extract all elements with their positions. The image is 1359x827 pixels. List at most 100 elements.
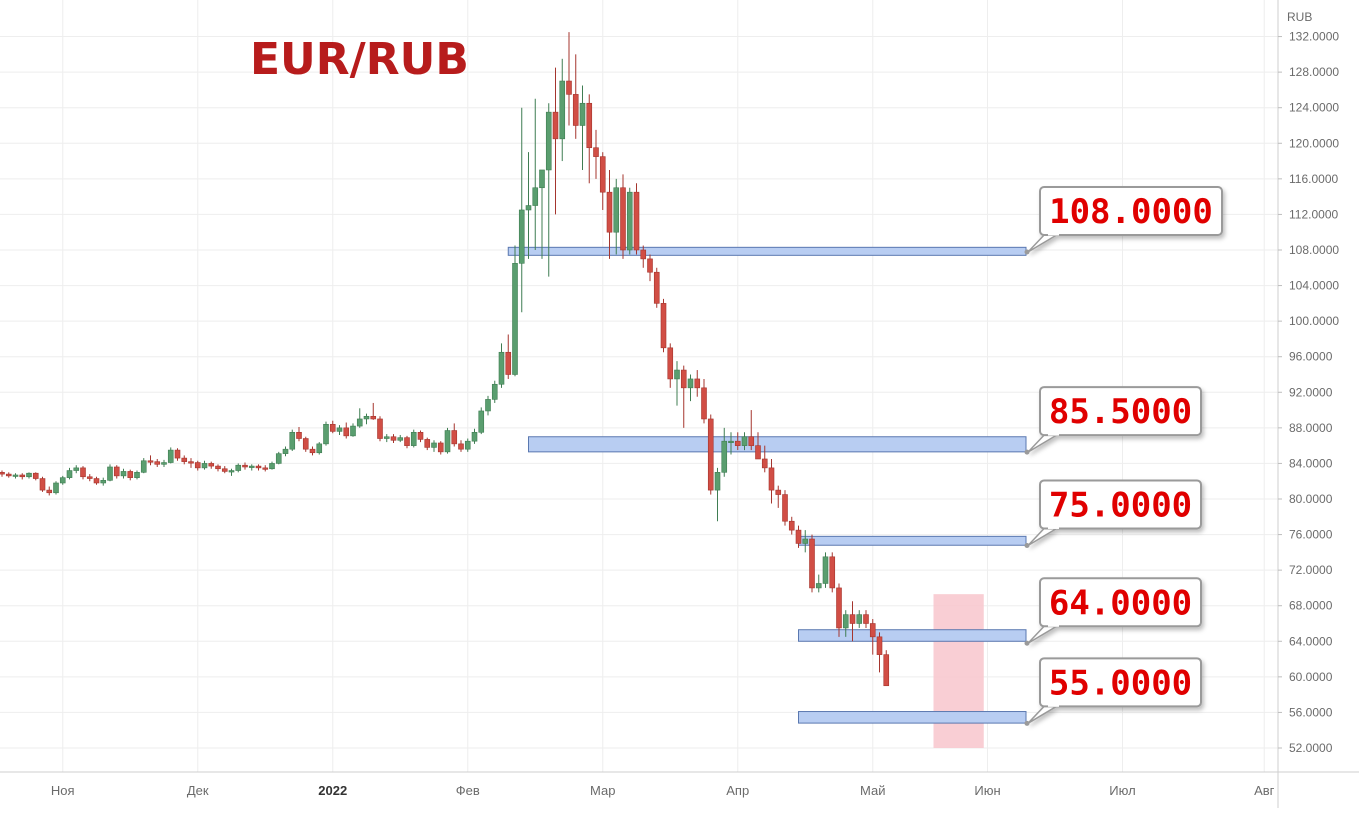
candle-body-down — [755, 445, 761, 460]
candle-body-down — [188, 461, 194, 464]
candle-body-down — [599, 156, 606, 193]
candle-body-down — [775, 489, 782, 495]
level-callouts: 108.0000 85.5000 75.0000 64.0000 55.0000 — [1024, 185, 1223, 726]
candle-body-down — [255, 465, 262, 469]
candle-body-up — [518, 209, 525, 264]
candle-body-up — [842, 614, 849, 629]
price-tick-label[interactable]: 128.0000 — [1289, 65, 1339, 79]
candle-body-down — [876, 636, 883, 655]
candle-body-down — [19, 474, 26, 478]
callout-anchor-dot — [1024, 249, 1030, 255]
candle-body-up — [741, 436, 748, 446]
time-axis-labels[interactable]: Ноя Дек 2022 Фев Мар Апр Май Июн Июл Авг — [51, 783, 1275, 798]
candle-body-up — [856, 614, 863, 624]
candle-body-down — [505, 351, 512, 375]
time-tick-label[interactable]: Ноя — [51, 783, 75, 798]
candle-body-down — [343, 427, 350, 437]
price-tick-label[interactable]: 76.0000 — [1289, 528, 1333, 542]
candle-body-up — [73, 467, 80, 471]
chart-title: EUR/RUB — [250, 34, 469, 85]
candle-body-up — [478, 410, 485, 433]
time-tick-label[interactable]: Дек — [187, 783, 209, 798]
candle-body-up — [485, 399, 491, 412]
price-tick-label[interactable]: 132.0000 — [1289, 30, 1339, 44]
candle-body-up — [444, 430, 451, 453]
candle-body-down — [566, 80, 572, 95]
price-tick-label[interactable]: 96.0000 — [1289, 350, 1333, 364]
candle-body-down — [437, 442, 444, 453]
candle-body-down — [5, 473, 12, 477]
candle-body-down — [181, 457, 188, 462]
callout-anchor-dot — [1024, 542, 1030, 548]
candle-body-down — [647, 258, 653, 273]
candle-body-up — [687, 378, 694, 389]
time-tick-label[interactable]: Июл — [1109, 783, 1135, 798]
price-axis-labels[interactable]: 52.0000 56.0000 60.0000 64.0000 68.0000 72.00… — [1278, 30, 1339, 755]
candle-body-down — [390, 436, 397, 441]
candle-body-up — [228, 470, 235, 473]
candle-body-down — [633, 191, 640, 251]
candle-body-up — [802, 538, 809, 544]
time-tick-label[interactable]: Май — [860, 783, 885, 798]
price-tick-label[interactable]: 80.0000 — [1289, 492, 1333, 506]
price-tick-label[interactable]: 68.0000 — [1289, 599, 1333, 613]
level-callout: 75.0000 — [1027, 479, 1202, 547]
candle-body-down — [208, 463, 215, 467]
candle-body-up — [721, 440, 728, 473]
grid — [0, 0, 1278, 772]
candle-body-down — [768, 467, 775, 491]
candle-body-up — [539, 169, 545, 189]
price-tick-label[interactable]: 64.0000 — [1289, 634, 1333, 648]
callout-box — [1039, 657, 1202, 708]
callout-anchor-dot — [1024, 640, 1030, 646]
target-zone — [933, 594, 984, 748]
candle-body-up — [59, 477, 66, 484]
candle-body-up — [822, 556, 829, 584]
candle-body-down — [694, 378, 701, 389]
candle-body-up — [498, 351, 505, 385]
resistance-zone-layer — [507, 246, 1027, 724]
candle-body-up — [316, 443, 323, 454]
candle-body-down — [93, 478, 100, 484]
candle-body-down — [748, 436, 755, 446]
price-tick-label[interactable]: 112.0000 — [1289, 207, 1338, 221]
callout-box — [1039, 479, 1202, 530]
time-tick-label[interactable]: Авг — [1254, 783, 1275, 798]
price-tick-label[interactable]: 92.0000 — [1289, 385, 1333, 399]
price-tick-label[interactable]: 116.0000 — [1289, 172, 1338, 186]
candle-body-up — [471, 431, 478, 442]
callout-value: 85.5000 — [1049, 392, 1192, 432]
price-tick-label[interactable]: 72.0000 — [1289, 563, 1333, 577]
price-tick-label[interactable]: 84.0000 — [1289, 456, 1333, 470]
candle-body-up — [356, 418, 363, 427]
candle-body-down — [39, 478, 46, 491]
time-tick-label[interactable]: 2022 — [318, 783, 347, 798]
price-tick-label[interactable]: 52.0000 — [1289, 741, 1333, 755]
resistance-zone — [798, 629, 1027, 642]
time-tick-label[interactable]: Апр — [726, 783, 749, 798]
time-tick-label[interactable]: Июн — [974, 783, 1000, 798]
candle-body-up — [248, 465, 255, 468]
price-tick-label[interactable]: 100.0000 — [1289, 314, 1339, 328]
candle-body-down — [80, 467, 86, 478]
time-tick-label[interactable]: Мар — [590, 783, 615, 798]
candle-body-down — [113, 466, 120, 477]
callout-box — [1039, 185, 1223, 236]
candle-body-up — [350, 425, 356, 437]
price-tick-label[interactable]: 60.0000 — [1289, 670, 1333, 684]
price-tick-label[interactable]: 120.0000 — [1289, 136, 1339, 150]
price-tick-label[interactable]: 104.0000 — [1289, 279, 1339, 293]
resistance-zone — [798, 711, 1027, 724]
price-tick-label[interactable]: 124.0000 — [1289, 101, 1339, 115]
candle-body-down — [653, 271, 660, 304]
price-tick-label[interactable]: 56.0000 — [1289, 705, 1333, 719]
candle-body-up — [464, 440, 471, 450]
candle-body-down — [458, 443, 464, 450]
price-tick-label[interactable]: 88.0000 — [1289, 421, 1333, 435]
candle-body-down — [329, 423, 336, 432]
callout-box — [1039, 386, 1202, 437]
callout-anchor-dot — [1024, 720, 1030, 726]
price-tick-label[interactable]: 108.0000 — [1289, 243, 1339, 257]
time-tick-label[interactable]: Фев — [456, 783, 480, 798]
candle-body-up — [363, 415, 370, 420]
